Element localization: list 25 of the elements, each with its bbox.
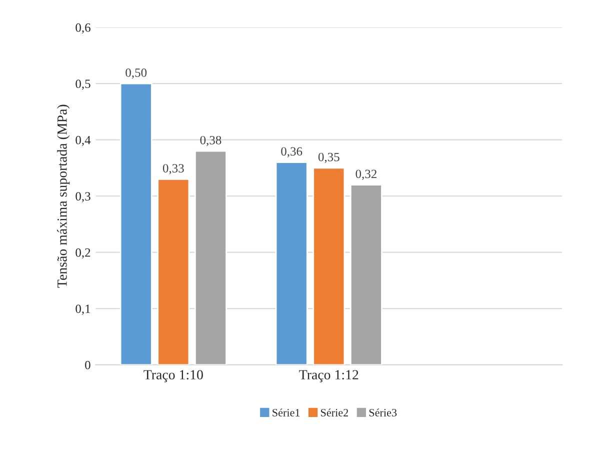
y-axis-title: Tensão máxima suportada (MPa) xyxy=(57,104,70,288)
y-tick-label: 0,3 xyxy=(76,192,90,202)
data-label: 0,32 xyxy=(356,170,376,180)
bar xyxy=(275,162,308,365)
data-label: 0,33 xyxy=(162,164,184,174)
y-tick-label: 0 xyxy=(85,360,90,370)
legend-label: Série2 xyxy=(321,408,348,416)
y-tick-label: 0,1 xyxy=(76,304,90,315)
data-label: 0,35 xyxy=(318,152,340,164)
data-label: 0,36 xyxy=(281,147,302,158)
data-label: 0,38 xyxy=(200,136,222,146)
legend-label: Série3 xyxy=(369,408,397,416)
legend-label: Série1 xyxy=(272,408,300,416)
x-tick-label: Traço 1:10 xyxy=(144,370,203,382)
bar xyxy=(312,167,346,365)
y-tick-label: 0,4 xyxy=(76,136,91,146)
bar xyxy=(350,184,382,365)
y-tick-label: 0,5 xyxy=(76,80,90,90)
data-label: 0,50 xyxy=(126,68,147,79)
bar xyxy=(194,150,227,365)
bar xyxy=(120,82,152,365)
y-tick-label: 0,2 xyxy=(76,248,90,259)
y-tick-label: 0,6 xyxy=(76,23,90,34)
x-tick-label: Traço 1:12 xyxy=(299,370,358,382)
bar xyxy=(157,178,190,365)
